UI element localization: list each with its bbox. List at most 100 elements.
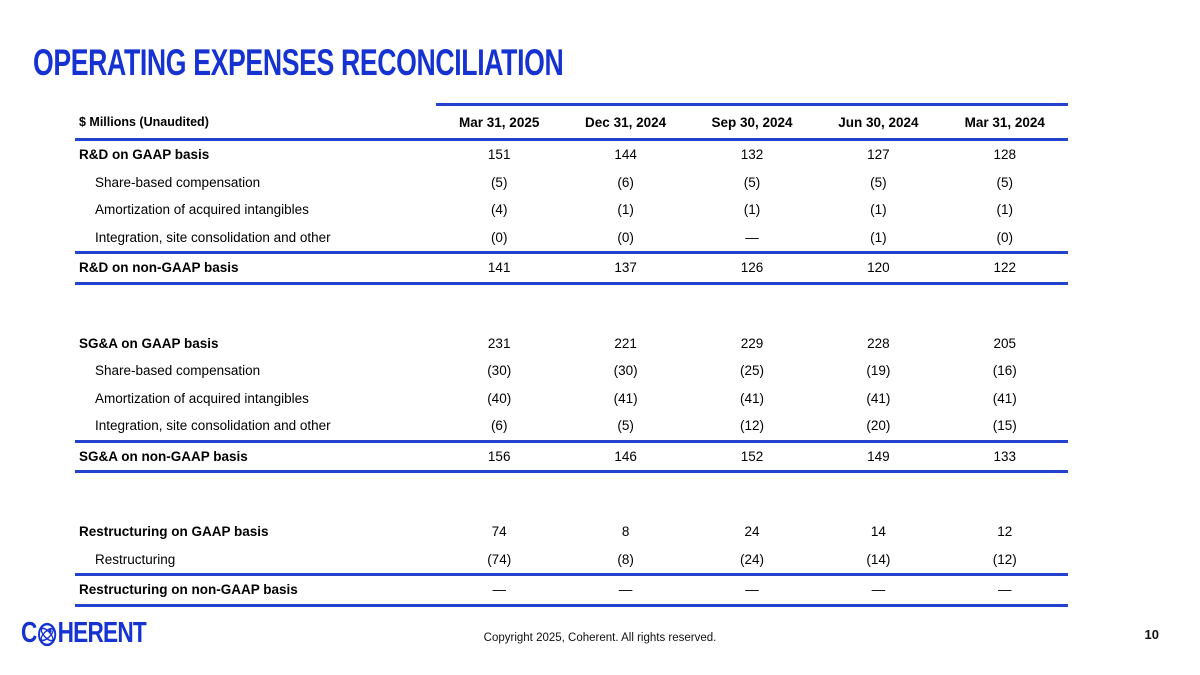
cell-value: (5) <box>870 174 887 190</box>
cell-value: (0) <box>490 229 508 245</box>
cell-value: 228 <box>867 335 890 351</box>
table-header-row: $ Millions (Unaudited) Mar 31, 2025 Dec 3… <box>75 106 1068 138</box>
cell-value: (6) <box>490 418 508 434</box>
divider-rule <box>75 603 1068 607</box>
row-label: SG&A on GAAP basis <box>79 335 219 351</box>
cell-value: — <box>492 582 506 598</box>
cell-value: 141 <box>487 260 511 276</box>
cell-value: 146 <box>614 448 637 464</box>
cell-value: 152 <box>740 448 764 464</box>
cell-value: (12) <box>992 551 1017 567</box>
logo-letter-c: C <box>21 617 37 649</box>
cell-value: 24 <box>744 524 760 540</box>
divider-rule <box>75 573 1068 576</box>
logo-letters-rest: HERENT <box>57 617 147 649</box>
cell-value: 8 <box>621 524 630 540</box>
cell-value: 133 <box>993 448 1017 464</box>
cell-value: 127 <box>867 147 890 163</box>
row-label: Restructuring on non-GAAP basis <box>79 582 298 598</box>
section-gap <box>75 473 1068 518</box>
header-top-rule <box>436 103 1068 106</box>
cell-value: (1) <box>870 229 887 245</box>
cell-value: 122 <box>993 260 1017 276</box>
row-label: R&D on GAAP basis <box>79 147 210 163</box>
cell-value: — <box>745 582 759 598</box>
opex-reconciliation-table: $ Millions (Unaudited) Mar 31, 2025 Dec 3… <box>75 103 1068 607</box>
cell-value: 12 <box>997 524 1013 540</box>
table-row: SG&A on GAAP basis 231 221 229 228 205 <box>75 330 1068 358</box>
cell-value: — <box>998 582 1012 598</box>
cell-value: (14) <box>866 551 891 567</box>
cell-value: (16) <box>992 363 1017 379</box>
cell-value: 205 <box>993 335 1017 351</box>
cell-value: (1) <box>870 202 887 218</box>
cell-value: 120 <box>867 260 890 276</box>
cell-value: — <box>871 582 886 598</box>
cell-value: (0) <box>996 229 1014 245</box>
cell-value: (0) <box>617 229 634 245</box>
table-row: Integration, site consolidation and othe… <box>75 412 1068 440</box>
coherent-globe-icon <box>37 622 57 646</box>
cell-value: (41) <box>613 390 638 406</box>
row-label: R&D on non-GAAP basis <box>79 260 239 276</box>
row-label: Share-based compensation <box>95 174 261 190</box>
table-row: R&D on non-GAAP basis 141 137 126 120 122 <box>75 254 1068 282</box>
table-row: Restructuring on GAAP basis 74 8 24 14 12 <box>75 518 1068 546</box>
cell-value: (20) <box>866 418 891 434</box>
divider-rule <box>75 439 1068 443</box>
cell-value: (24) <box>739 551 764 567</box>
cell-value: 132 <box>740 147 764 163</box>
cell-value: 231 <box>487 335 511 351</box>
page-title: OPERATING EXPENSES RECONCILIATION <box>33 42 564 83</box>
divider-rule <box>75 251 1068 254</box>
section-gap <box>75 285 1068 330</box>
cell-value: 156 <box>487 448 511 464</box>
cell-value: 149 <box>867 448 890 464</box>
table-row: Amortization of acquired intangibles (40)… <box>75 385 1068 413</box>
cell-value: (15) <box>992 418 1017 434</box>
cell-value: (41) <box>739 390 764 406</box>
cell-value: (5) <box>490 174 508 190</box>
cell-value: (5) <box>743 174 761 190</box>
row-label: Restructuring <box>95 551 176 567</box>
cell-value: (8) <box>617 551 634 567</box>
cell-value: 14 <box>870 524 886 540</box>
table-body: R&D on GAAP basis 151 144 132 127 128 Share-ba… <box>75 141 1068 607</box>
row-label: Integration, site consolidation and othe… <box>95 229 331 245</box>
cell-value: (4) <box>490 202 508 218</box>
row-label: Restructuring on GAAP basis <box>79 524 269 540</box>
column-header: Mar 31, 2024 <box>964 114 1045 130</box>
cell-value: 221 <box>614 335 637 351</box>
cell-value: (40) <box>487 390 512 406</box>
cell-value: (6) <box>617 174 634 190</box>
table-row: Restructuring (74) (8) (24) (14) (12) <box>75 546 1068 574</box>
cell-value: — <box>618 582 633 598</box>
cell-value: (41) <box>866 390 891 406</box>
table-row: R&D on GAAP basis 151 144 132 127 128 <box>75 141 1068 169</box>
divider-rule <box>75 281 1068 285</box>
cell-value: 229 <box>740 335 764 351</box>
unit-label: $ Millions (Unaudited) <box>79 115 209 129</box>
cell-value: (74) <box>487 551 512 567</box>
table-row: Amortization of acquired intangibles (4) (… <box>75 196 1068 224</box>
table-row: Share-based compensation (30) (30) (25) (19)… <box>75 357 1068 385</box>
row-label: Amortization of acquired intangibles <box>95 390 309 406</box>
cell-value: 151 <box>487 147 511 163</box>
row-label: SG&A on non-GAAP basis <box>79 448 248 464</box>
column-header: Mar 31, 2025 <box>459 114 540 130</box>
coherent-logo: C HERENT <box>21 617 147 650</box>
cell-value: (1) <box>617 202 634 218</box>
cell-value: (1) <box>743 202 761 218</box>
cell-value: 126 <box>740 260 764 276</box>
table-row: Share-based compensation (5) (6) (5) (5) (5) <box>75 169 1068 197</box>
cell-value: 137 <box>614 260 637 276</box>
table-row: Integration, site consolidation and othe… <box>75 224 1068 252</box>
cell-value: (1) <box>996 202 1014 218</box>
header-bottom-rule <box>75 138 1068 141</box>
copyright-text: Copyright 2025, Coherent. All rights res… <box>483 632 717 644</box>
divider-rule <box>75 470 1068 473</box>
column-header: Sep 30, 2024 <box>711 114 793 130</box>
cell-value: (12) <box>739 418 764 434</box>
cell-value: (5) <box>617 418 634 434</box>
